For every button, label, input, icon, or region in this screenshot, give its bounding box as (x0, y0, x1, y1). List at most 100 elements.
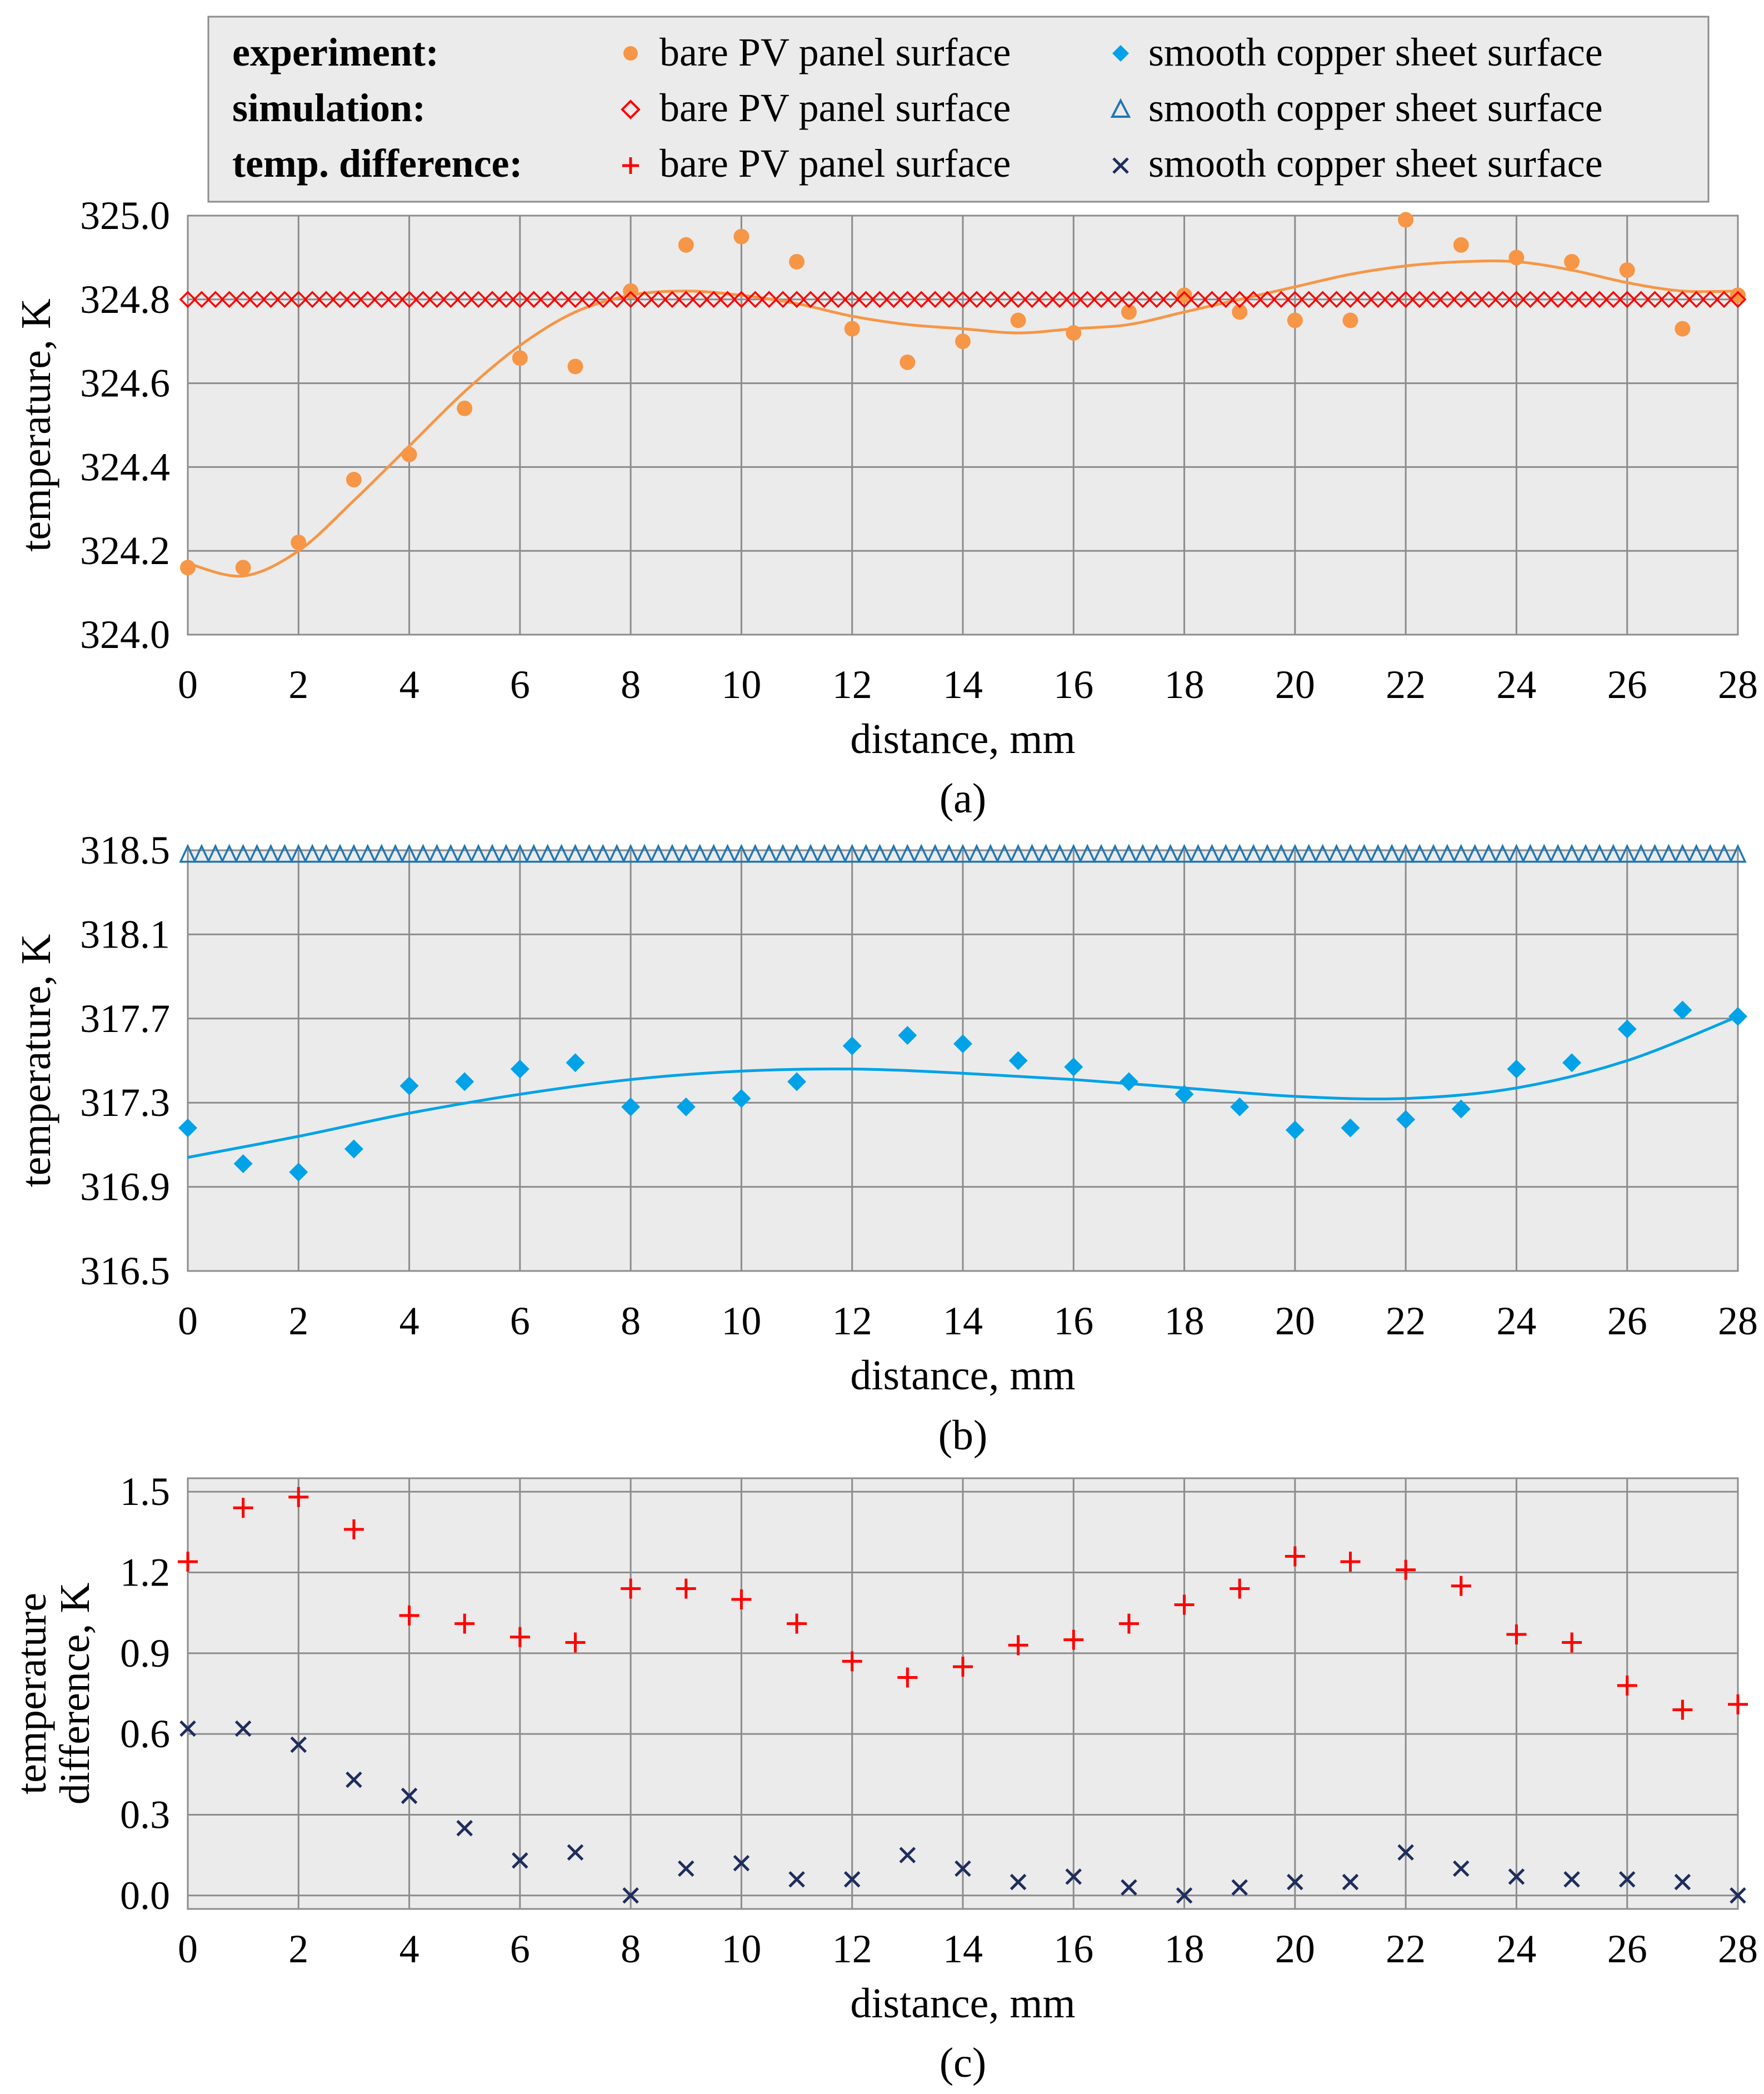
x-tick-label: 6 (510, 662, 530, 707)
simulation-point (1438, 291, 1456, 308)
x-tick-label: 0 (178, 662, 198, 707)
simulation-point (1425, 291, 1442, 308)
x-tick-label: 16 (1053, 1927, 1093, 1971)
y-tick-label: 325.0 (80, 193, 170, 238)
simulation-point (1411, 291, 1428, 308)
simulation-point (1120, 291, 1138, 308)
data-point (457, 400, 473, 416)
simulation-point (1010, 291, 1027, 308)
simulation-point (442, 291, 459, 308)
plot-frame (187, 1477, 1739, 1910)
simulation-point (704, 844, 723, 863)
data-point (1617, 1675, 1637, 1696)
simulation-point (1715, 291, 1733, 308)
simulation-point (193, 844, 211, 863)
simulation-point (387, 291, 404, 308)
data-point (787, 1613, 807, 1634)
data-point (1121, 1879, 1137, 1896)
simulation-point (1369, 844, 1387, 863)
simulation-point (1300, 291, 1318, 308)
simulation-point (1065, 291, 1082, 308)
y-tick-label: 0.9 (120, 1631, 170, 1676)
simulation-point (1466, 291, 1484, 308)
legend-sim-copper-label: smooth copper sheet surface (1148, 86, 1603, 130)
simulation-point (1009, 844, 1027, 863)
simulation-point (1618, 291, 1636, 308)
data-point (343, 1519, 364, 1540)
simulation-point (705, 291, 723, 308)
simulation-point (968, 291, 986, 308)
simulation-point (1466, 844, 1484, 863)
simulation-point (719, 291, 736, 308)
simulation-point (898, 291, 916, 308)
simulation-point (1189, 844, 1207, 863)
simulation-point (303, 291, 321, 308)
data-point (234, 1720, 252, 1737)
data-point (733, 228, 749, 245)
data-point (1507, 1059, 1526, 1079)
navy-x-icon (1112, 157, 1129, 174)
legend-diff-bare-label: bare PV panel surface (659, 141, 1011, 186)
trend-line (187, 259, 1738, 578)
simulation-point (885, 291, 902, 308)
simulation-point (1397, 844, 1415, 863)
x-tick-label: 24 (1496, 662, 1536, 707)
plot-frame (187, 849, 1739, 1272)
simulation-point (1577, 844, 1595, 863)
simulation-point (1092, 291, 1110, 308)
legend-row-experiment-label: experiment: (232, 30, 439, 74)
simulation-point (1203, 844, 1221, 863)
simulation-point (179, 844, 197, 863)
data-point (401, 446, 417, 462)
simulation-point (234, 291, 252, 308)
simulation-point (732, 844, 751, 863)
simulation-point (829, 844, 847, 863)
simulation-point (401, 291, 418, 308)
data-point (180, 560, 196, 576)
simulation-point (622, 844, 639, 863)
data-point (1230, 1578, 1250, 1599)
simulation-point (1383, 844, 1401, 863)
x-tick-label: 12 (832, 1299, 872, 1343)
simulation-point (1425, 844, 1442, 863)
x-tick-label: 22 (1386, 1299, 1426, 1343)
simulation-point (1203, 291, 1221, 308)
simulation-point (345, 291, 363, 308)
data-point (1397, 1844, 1414, 1861)
simulation-point (248, 844, 266, 863)
x-tick-label: 8 (621, 662, 641, 707)
data-point (1232, 304, 1248, 320)
data-point (399, 1076, 419, 1095)
simulation-point (926, 844, 944, 863)
simulation-point (1245, 844, 1262, 863)
x-tick-label: 14 (943, 1927, 983, 1971)
x-tick-label: 20 (1275, 1299, 1315, 1343)
x-tick-label: 18 (1165, 1299, 1205, 1343)
x-tick-label: 4 (399, 1927, 419, 1971)
x-axis-label: distance, mm (850, 1980, 1075, 2027)
data-point (1008, 1635, 1028, 1656)
data-point (289, 1163, 308, 1182)
simulation-point (1646, 844, 1664, 863)
simulation-point (373, 844, 391, 863)
x-tick-label: 10 (721, 662, 761, 707)
x-tick-label: 20 (1275, 662, 1315, 707)
simulation-point (1106, 291, 1124, 308)
simulation-point (843, 291, 861, 308)
data-point (1285, 1546, 1305, 1567)
data-point (178, 1118, 197, 1138)
data-point (1230, 1097, 1250, 1116)
legend-row-difference-label: temp. difference: (232, 141, 522, 186)
legend-sim-bare-label: bare PV panel surface (659, 86, 1011, 130)
data-point (1119, 1072, 1138, 1091)
data-point (1730, 1887, 1746, 1904)
simulation-point (234, 844, 252, 863)
simulation-point (580, 844, 598, 863)
simulation-point (691, 291, 709, 308)
simulation-point (456, 291, 473, 308)
y-tick-label: 324.6 (80, 361, 170, 406)
simulation-point (940, 291, 958, 308)
chart-panel-a: 0 2 4 6 8 10 12 14 16 18 20 22 24 26 28324.0324.2324.4… (13, 193, 1758, 822)
simulation-point (1605, 291, 1622, 308)
